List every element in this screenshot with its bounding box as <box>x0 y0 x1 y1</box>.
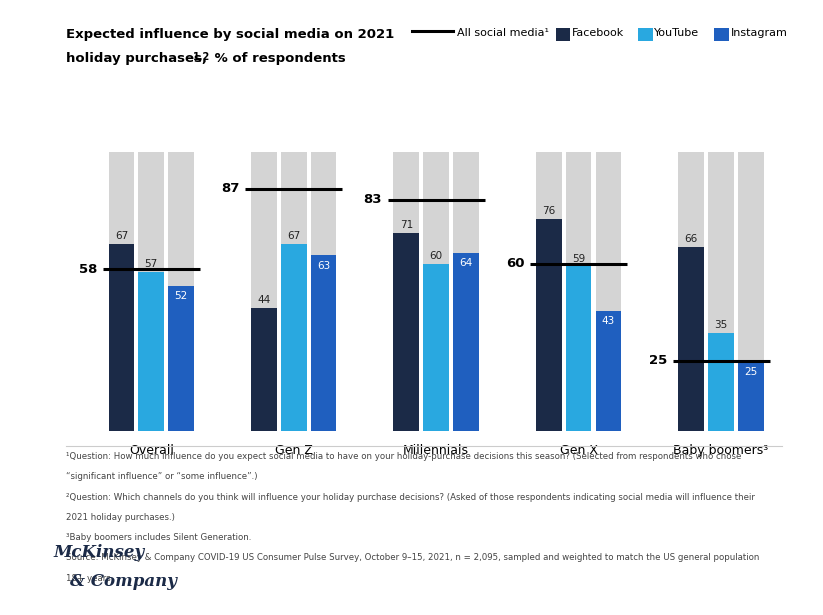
Bar <box>596 311 621 430</box>
Text: 35: 35 <box>714 320 728 330</box>
Text: 1,2: 1,2 <box>193 52 211 62</box>
Text: 57: 57 <box>145 259 158 269</box>
Bar <box>393 153 419 430</box>
Bar <box>453 153 479 430</box>
Bar <box>536 219 561 430</box>
Text: ³Baby boomers includes Silent Generation.: ³Baby boomers includes Silent Generation… <box>66 533 251 542</box>
Bar <box>738 153 764 430</box>
Text: 67: 67 <box>114 231 128 242</box>
Bar <box>281 244 306 430</box>
Text: 25: 25 <box>744 367 758 376</box>
Bar <box>311 153 337 430</box>
Text: & Company: & Company <box>70 573 177 590</box>
Text: 67: 67 <box>287 231 300 242</box>
Bar <box>138 153 164 430</box>
Bar <box>566 266 592 430</box>
Text: ²Question: Which channels do you think will influence your holiday purchase deci: ²Question: Which channels do you think w… <box>66 493 755 502</box>
Text: Source: McKinsey & Company COVID-19 US Consumer Pulse Survey, October 9–15, 2021: Source: McKinsey & Company COVID-19 US C… <box>66 554 759 563</box>
Text: 18+ years: 18+ years <box>66 574 110 583</box>
Bar <box>678 247 704 430</box>
Bar <box>453 253 479 430</box>
Bar <box>169 286 194 430</box>
Text: McKinsey: McKinsey <box>53 544 145 561</box>
Text: 52: 52 <box>174 292 188 301</box>
Bar <box>678 153 704 430</box>
Bar <box>251 153 277 430</box>
Text: 60: 60 <box>506 257 524 270</box>
Text: 66: 66 <box>685 234 698 244</box>
Text: 87: 87 <box>221 182 239 195</box>
Bar <box>536 153 561 430</box>
Text: Facebook: Facebook <box>572 28 624 38</box>
Bar <box>393 233 419 430</box>
Text: 64: 64 <box>459 258 472 268</box>
Bar <box>423 153 449 430</box>
Text: “significant influence” or “some influence”.): “significant influence” or “some influen… <box>66 472 258 482</box>
Text: 60: 60 <box>430 251 443 261</box>
Text: 59: 59 <box>572 253 585 264</box>
Text: 43: 43 <box>602 317 615 327</box>
Text: 58: 58 <box>79 263 97 276</box>
Bar <box>109 153 134 430</box>
Text: Expected influence by social media on 2021: Expected influence by social media on 20… <box>66 28 394 41</box>
Text: 76: 76 <box>542 207 556 216</box>
Text: YouTube: YouTube <box>654 28 700 38</box>
Text: ¹Question: How much influence do you expect social media to have on your holiday: ¹Question: How much influence do you exp… <box>66 452 742 461</box>
Bar <box>311 255 337 430</box>
Text: 2021 holiday purchases.): 2021 holiday purchases.) <box>66 513 174 522</box>
Bar <box>138 272 164 430</box>
Bar <box>423 264 449 430</box>
Bar <box>709 153 734 430</box>
Text: 71: 71 <box>400 220 413 230</box>
Bar <box>281 153 306 430</box>
Text: % of respondents: % of respondents <box>210 52 346 65</box>
Bar <box>709 333 734 430</box>
Text: 44: 44 <box>258 295 271 306</box>
Text: 25: 25 <box>649 354 667 368</box>
Bar <box>738 361 764 430</box>
Text: holiday purchases,: holiday purchases, <box>66 52 207 65</box>
Text: Instagram: Instagram <box>731 28 788 38</box>
Text: 83: 83 <box>364 193 382 206</box>
Bar <box>109 244 134 430</box>
Bar <box>596 153 621 430</box>
Bar <box>566 153 592 430</box>
Bar <box>169 153 194 430</box>
Text: All social media¹: All social media¹ <box>457 28 549 38</box>
Text: 63: 63 <box>317 261 330 271</box>
Bar <box>251 308 277 430</box>
